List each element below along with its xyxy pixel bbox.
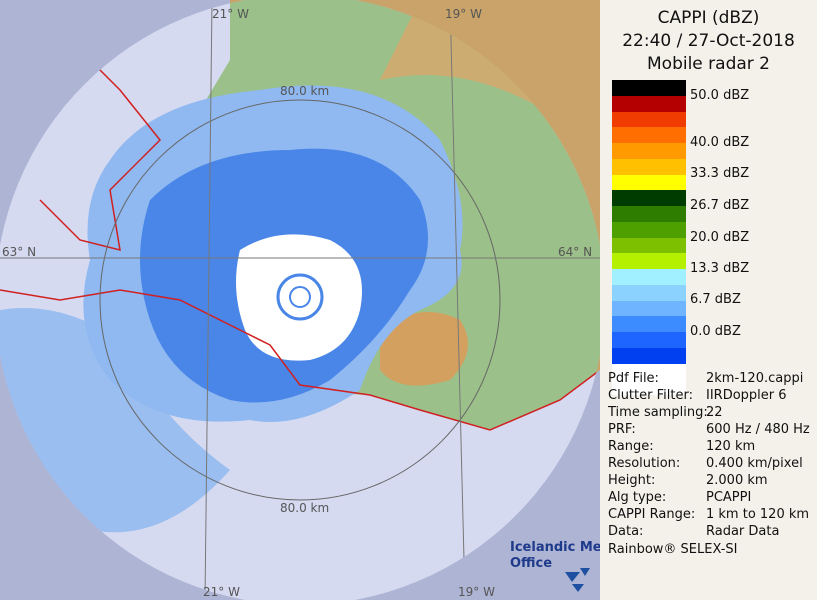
highland xyxy=(380,312,468,386)
grid-label: 63° N xyxy=(2,245,36,259)
info-row: PRF: 600 Hz / 480 Hz xyxy=(608,422,817,439)
ring-label: 80.0 km xyxy=(280,501,329,515)
scale-swatch xyxy=(612,95,686,112)
title: Mobile radar 2 xyxy=(647,54,770,74)
info-row: Range: 120 km xyxy=(608,439,817,456)
scale-label: 6.7 dBZ xyxy=(690,292,741,307)
info-row: Resolution: 0.400 km/pixel xyxy=(608,456,817,473)
scale-swatch xyxy=(612,143,686,159)
info-row: CAPPI Range: 1 km to 120 km xyxy=(608,507,817,524)
info-key: Data: xyxy=(608,524,644,539)
scale-swatch xyxy=(612,190,686,206)
info-row: Time sampling: 22 xyxy=(608,405,817,422)
info-key: Clutter Filter: xyxy=(608,388,693,403)
coastline xyxy=(0,289,600,431)
echo-ring xyxy=(289,286,311,308)
info-value: 120 km xyxy=(706,439,756,454)
echo-ring xyxy=(276,273,324,321)
info-value: 2km-120.cappi xyxy=(706,371,804,386)
scale-swatch xyxy=(612,269,686,285)
info-key: Alg type: xyxy=(608,490,667,505)
grid-label: 19° W xyxy=(445,7,482,21)
scale-swatch xyxy=(612,284,686,301)
scale-swatch xyxy=(612,158,686,175)
info-key: CAPPI Range: xyxy=(608,507,696,522)
title: 22:40 / 27-Oct-2018 xyxy=(622,31,795,51)
scale-swatch xyxy=(612,300,686,317)
scale-swatch xyxy=(612,111,686,128)
grid-label: 64° N xyxy=(558,245,592,259)
scale-swatch xyxy=(612,316,686,332)
ring-label: 80.0 km xyxy=(280,84,329,98)
info-row: Clutter Filter: IIRDoppler 6 xyxy=(608,388,817,405)
echo-light xyxy=(0,308,230,533)
info-key: Resolution: xyxy=(608,456,681,471)
scale-label: 20.0 dBZ xyxy=(690,230,750,245)
info-key: Height: xyxy=(608,473,656,488)
radar-map: 21° W 19° W 21° W 19° W 64° N 63° N 80.0… xyxy=(0,0,600,600)
logo-text: Icelandic Met xyxy=(510,540,600,555)
scale-swatch xyxy=(612,206,686,222)
scale-swatch xyxy=(612,127,686,143)
grid-label: 19° W xyxy=(458,585,495,599)
scale-swatch xyxy=(612,237,686,254)
info-value: IIRDoppler 6 xyxy=(706,388,787,403)
info-value: 0.400 km/pixel xyxy=(706,456,803,471)
grid-label: 21° W xyxy=(203,585,240,599)
meridian xyxy=(449,0,466,600)
info-value: 600 Hz / 480 Hz xyxy=(706,422,810,437)
info-value: PCAPPI xyxy=(706,490,752,505)
range-ring xyxy=(99,99,501,501)
scale-swatch xyxy=(612,347,686,364)
scale-swatch xyxy=(612,363,686,395)
scale-label: 33.3 dBZ xyxy=(690,166,750,181)
logo-text: Office xyxy=(510,556,552,571)
info-value: 2.000 km xyxy=(706,473,768,488)
scale-label: 50.0 dBZ xyxy=(690,88,750,103)
scale-label: 26.7 dBZ xyxy=(690,198,750,213)
title: CAPPI (dBZ) xyxy=(657,8,760,28)
scale-swatch xyxy=(612,332,686,348)
logo-icon xyxy=(565,568,590,592)
scale-label: 0.0 dBZ xyxy=(690,324,741,339)
info-row: Data: Radar Data xyxy=(608,524,817,541)
info-row: Height: 2.000 km xyxy=(608,473,817,490)
scale-swatch xyxy=(612,221,686,238)
info-value: 22 xyxy=(706,405,723,420)
info-row: Pdf File: 2km-120.cappi xyxy=(608,371,817,388)
grid-label: 21° W xyxy=(212,7,249,21)
info-value: Radar Data xyxy=(706,524,780,539)
echo-core xyxy=(236,234,362,361)
scale-label: 13.3 dBZ xyxy=(690,261,750,276)
meridian xyxy=(204,0,213,600)
info-key: Time sampling: xyxy=(608,405,708,420)
scale-swatch xyxy=(612,253,686,269)
info-row: Alg type: PCAPPI xyxy=(608,490,817,507)
legend-panel: CAPPI (dBZ) 22:40 / 27-Oct-2018 Mobile r… xyxy=(600,0,817,600)
info-key: PRF: xyxy=(608,422,636,437)
info-key: Pdf File: xyxy=(608,371,659,386)
scale-label: 40.0 dBZ xyxy=(690,135,750,150)
info-value: 1 km to 120 km xyxy=(706,507,810,522)
scale-swatch xyxy=(612,80,686,96)
footer: Rainbow® SELEX-SI xyxy=(608,542,738,557)
info-key: Range: xyxy=(608,439,654,454)
scale-swatch xyxy=(612,174,686,191)
